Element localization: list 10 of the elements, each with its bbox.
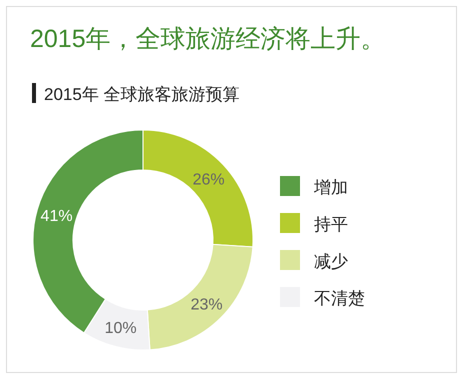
data-label: 10%	[104, 320, 137, 338]
legend-label: 减少	[314, 252, 348, 271]
data-label: 26%	[192, 171, 225, 188]
legend-label: 增加	[313, 178, 348, 197]
legend-label: 不清楚	[314, 289, 365, 308]
data-label: 41%	[40, 208, 73, 225]
data-label: 23%	[190, 296, 223, 314]
chart-title: 2015年，全球旅游经济将上升。	[30, 25, 386, 53]
legend-label: 持平	[314, 215, 348, 234]
chart-subtitle: 2015年 全球旅客旅游预算	[44, 85, 240, 104]
